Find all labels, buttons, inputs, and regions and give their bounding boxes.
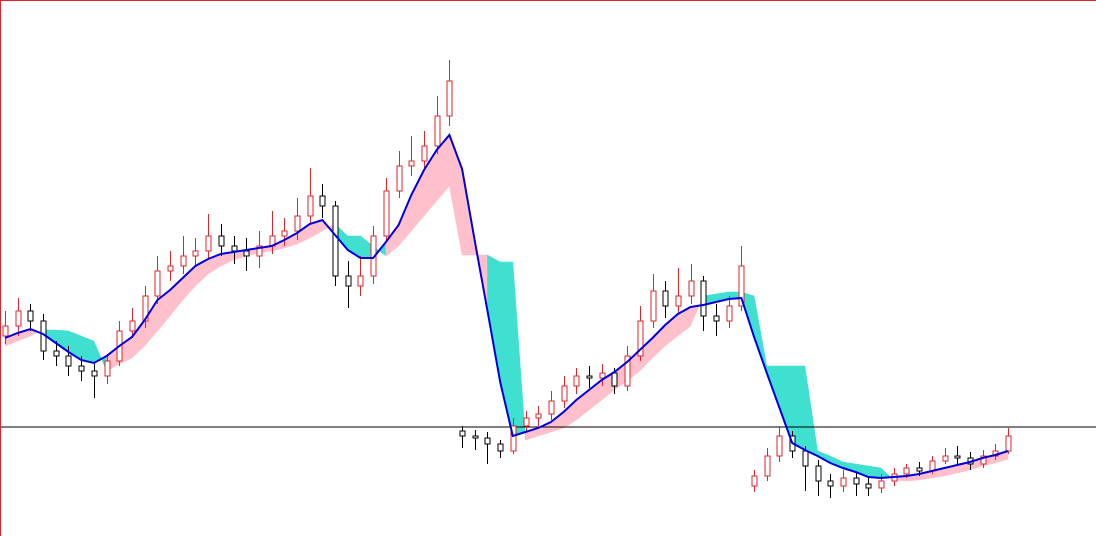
candle-body (1005, 435, 1012, 452)
candle-body (827, 480, 834, 487)
ma-line (4, 133, 1009, 480)
candle-body (497, 443, 504, 452)
candle-body (853, 477, 860, 485)
candle-body (802, 450, 809, 467)
candle-body (396, 165, 403, 192)
candle-body (916, 467, 923, 472)
candle-body (205, 235, 212, 252)
candle-body (675, 295, 682, 307)
candle-body (980, 455, 987, 465)
candle-body (637, 320, 644, 357)
candle-body (446, 80, 453, 117)
candle-body (535, 413, 542, 419)
candle-body (573, 375, 580, 387)
candle-body (104, 360, 111, 377)
ma-layer (4, 133, 1009, 480)
candle-body (142, 295, 149, 322)
candle-body (256, 245, 263, 257)
candle-body (307, 195, 314, 217)
candle-body (484, 437, 491, 445)
candle-body (878, 480, 885, 489)
candle-body (561, 385, 568, 402)
candle-body (599, 372, 606, 379)
candle-body (713, 315, 720, 322)
candle-body (903, 467, 910, 475)
candle-body (180, 255, 187, 267)
candle-body (243, 250, 250, 257)
candle-body (624, 355, 631, 387)
candle-body (15, 310, 22, 327)
candle-body (650, 290, 657, 322)
candle-body (421, 145, 428, 162)
candle-body (738, 265, 745, 307)
candle-body (815, 465, 822, 482)
candle-body (357, 275, 364, 287)
candle-body (154, 270, 161, 297)
candle-body (65, 355, 72, 367)
candle-body (53, 350, 60, 357)
candle-body (472, 435, 479, 439)
candle-body (2, 325, 9, 337)
candle-body (776, 435, 783, 457)
candle-body (726, 305, 733, 322)
candle-body (586, 375, 593, 379)
candle-body (548, 400, 555, 415)
candle-body (332, 205, 339, 277)
candle-body (662, 290, 669, 307)
candle-body (192, 250, 199, 257)
candle-body (764, 455, 771, 477)
candle-body (218, 235, 225, 247)
band-segment (80, 335, 95, 364)
candle-body (78, 365, 85, 372)
candle-body (91, 370, 98, 377)
candle-body (688, 280, 695, 297)
candle-body (27, 310, 34, 322)
candle-body (167, 265, 174, 272)
candle-body (751, 475, 758, 487)
candle-body (383, 190, 390, 237)
candle-body (942, 455, 949, 462)
candle-body (129, 320, 136, 332)
candle-body (523, 417, 530, 427)
candle-body (510, 425, 517, 452)
candle-body (865, 483, 872, 489)
candle-body (408, 160, 415, 167)
candle-body (611, 372, 618, 387)
candle-body (345, 275, 352, 287)
candle-body (459, 430, 466, 437)
candle-body (434, 115, 441, 147)
candle-body (281, 230, 288, 237)
candle-body (840, 477, 847, 487)
candle-body (319, 195, 326, 207)
candle-body (954, 455, 961, 459)
candle-body (700, 280, 707, 317)
candle-body (231, 245, 238, 252)
candle-body (294, 215, 301, 232)
